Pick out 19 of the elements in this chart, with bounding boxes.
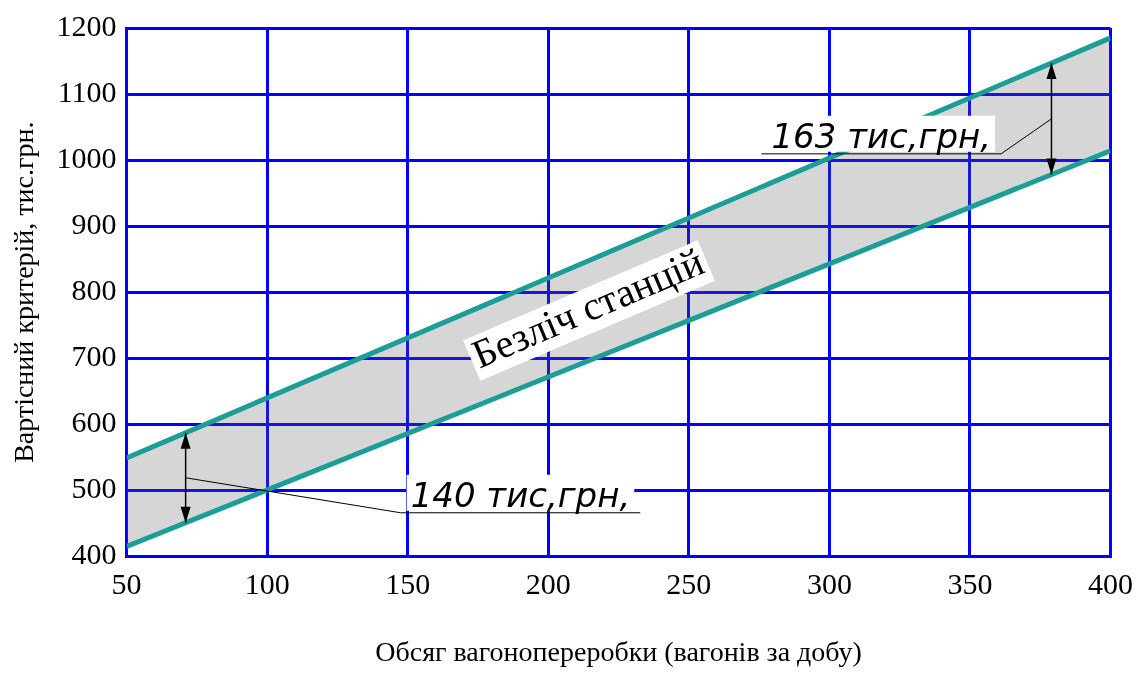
y-tick-label: 600 (71, 405, 117, 439)
x-tick-label: 250 (666, 567, 712, 601)
y-tick-label: 1200 (56, 8, 117, 42)
x-axis-title: Обсяг вагонопереробки (вагонів за добу) (375, 635, 862, 667)
y-tick-label: 900 (71, 207, 117, 241)
x-tick-label: 400 (1088, 567, 1133, 601)
x-tick-label: 200 (525, 567, 571, 601)
y-tick-label: 1100 (57, 74, 117, 108)
annotation: 163 тис,грн, (771, 115, 992, 156)
y-tick-label: 1000 (56, 140, 117, 174)
y-tick-label: 800 (71, 273, 117, 307)
x-tick-label: 350 (947, 567, 993, 601)
x-tick-label: 100 (244, 567, 290, 601)
x-tick-label: 150 (385, 567, 431, 601)
annotation: 140 тис,грн, (410, 474, 631, 515)
y-axis-title: Вартісний критерій, тис.грн. (8, 121, 40, 463)
y-tick-label: 500 (71, 471, 117, 505)
x-tick-label: 300 (806, 567, 852, 601)
y-tick-label: 700 (71, 339, 117, 373)
